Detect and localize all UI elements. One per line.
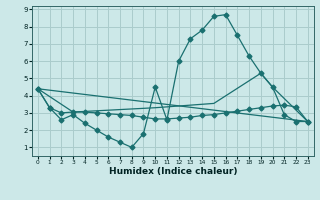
X-axis label: Humidex (Indice chaleur): Humidex (Indice chaleur) <box>108 167 237 176</box>
